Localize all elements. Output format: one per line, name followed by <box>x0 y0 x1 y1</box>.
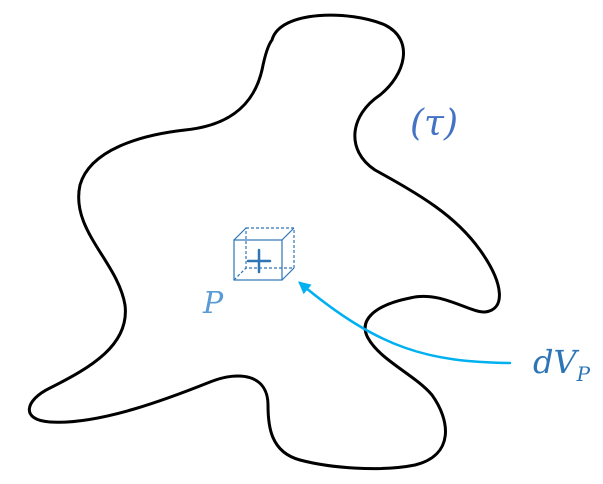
cube-back-face <box>245 227 295 269</box>
region-boundary <box>27 13 501 471</box>
cube-edge-top-left <box>233 227 247 241</box>
cube-edge-top-right <box>281 227 295 241</box>
volume-label-subscript: P <box>576 362 591 386</box>
cube-edge-bottom-right <box>281 267 295 281</box>
cube-front-face <box>233 239 283 281</box>
volume-label: dVP <box>533 343 591 386</box>
volume-pointer-arrow <box>298 281 512 365</box>
volume-element-cube <box>233 227 295 281</box>
region-label: (τ) <box>410 103 458 144</box>
point-marker <box>246 248 272 274</box>
cube-edge-bottom-left <box>233 267 247 281</box>
volume-label-main: dV <box>533 343 579 381</box>
point-label: P <box>202 286 224 321</box>
